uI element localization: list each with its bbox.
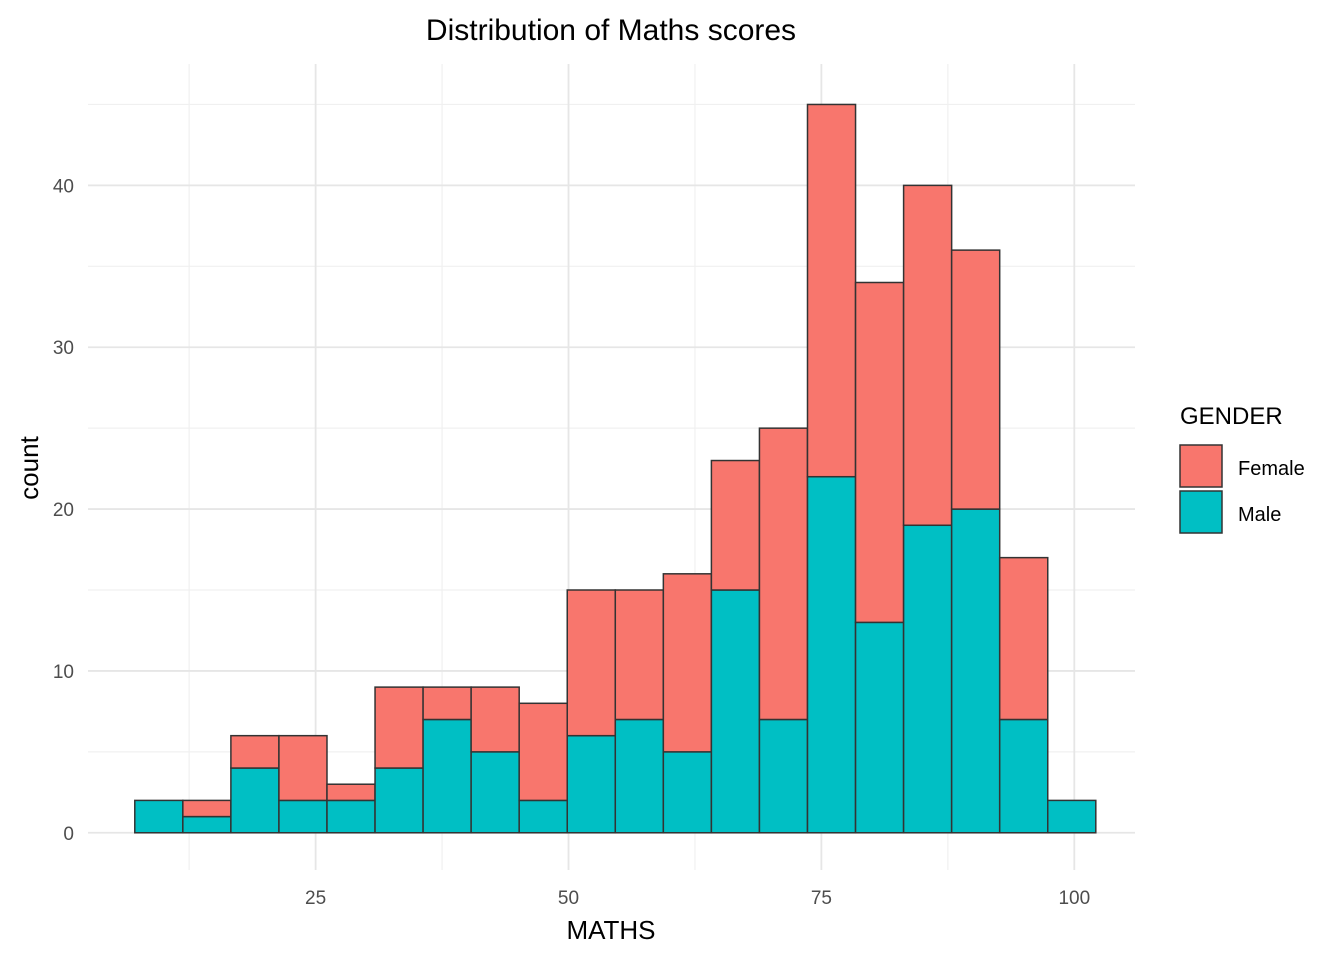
legend-title: GENDER xyxy=(1180,403,1283,430)
bar-female xyxy=(470,686,520,753)
bar-male xyxy=(758,718,809,834)
y-tick-label: 10 xyxy=(53,662,74,683)
bar-female xyxy=(950,249,1001,510)
y-tick-label: 20 xyxy=(53,500,74,521)
bar-female xyxy=(662,573,713,753)
bar-male xyxy=(998,718,1049,834)
legend: GENDER Female Male xyxy=(1179,403,1305,534)
x-tick-label: 25 xyxy=(305,888,326,909)
bar-female xyxy=(902,184,953,527)
x-tick-label: 100 xyxy=(1058,888,1090,909)
y-tick-label: 30 xyxy=(53,338,74,359)
chart-title: Distribution of Maths scores xyxy=(426,14,796,47)
bar-male xyxy=(950,508,1001,834)
bar-layer xyxy=(134,103,1097,834)
bar-female xyxy=(422,686,472,721)
bar-male xyxy=(902,524,953,834)
bar-male xyxy=(806,475,857,834)
bar-male xyxy=(566,734,617,834)
legend-label-male: Male xyxy=(1238,504,1281,526)
bar-female xyxy=(278,734,328,802)
bar-male xyxy=(182,815,232,834)
x-tick-label: 75 xyxy=(811,888,832,909)
bar-male xyxy=(1047,799,1097,834)
bar-female xyxy=(374,686,424,769)
bar-female xyxy=(518,702,568,802)
bar-female xyxy=(614,589,665,721)
legend-label-female: Female xyxy=(1238,458,1305,480)
bar-male xyxy=(614,718,665,834)
bar-female xyxy=(566,589,617,737)
x-tick-label: 50 xyxy=(558,888,579,909)
tick-label-layer: 25 50 75 100 0 10 20 30 40 xyxy=(53,176,1090,909)
bar-male xyxy=(854,621,905,834)
y-axis-title: count xyxy=(14,435,44,499)
y-tick-label: 40 xyxy=(53,176,74,197)
bar-male xyxy=(518,799,568,834)
y-tick-label: 0 xyxy=(63,824,74,845)
bar-female xyxy=(758,427,809,721)
legend-swatch-female xyxy=(1179,444,1223,488)
bar-female xyxy=(710,459,761,591)
bar-female xyxy=(230,734,280,769)
bar-male xyxy=(278,799,328,834)
bar-male xyxy=(710,589,761,834)
bar-female xyxy=(182,799,232,818)
bar-male xyxy=(470,751,520,834)
bar-male xyxy=(422,718,472,834)
bar-female xyxy=(806,103,857,478)
bar-male xyxy=(326,799,376,834)
bar-male xyxy=(230,767,280,834)
bar-female xyxy=(998,556,1049,721)
bar-male xyxy=(662,751,713,834)
x-axis-title: MATHS xyxy=(566,915,655,945)
bar-female xyxy=(326,783,376,802)
bar-female xyxy=(854,281,905,624)
bar-male xyxy=(374,767,424,834)
legend-swatch-male xyxy=(1179,490,1223,534)
bar-male xyxy=(134,799,184,834)
